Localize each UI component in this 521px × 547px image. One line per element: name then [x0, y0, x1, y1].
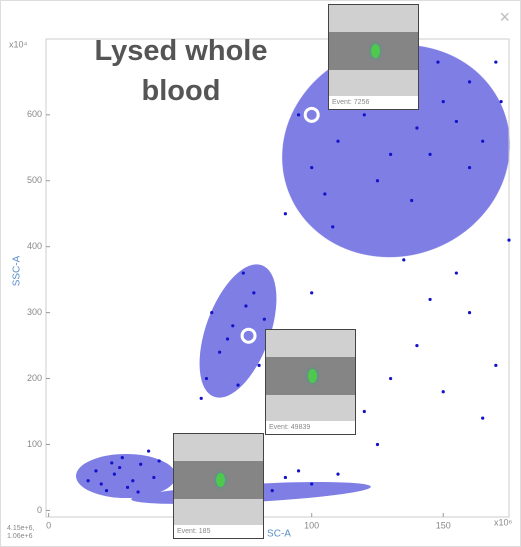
point: [152, 475, 156, 480]
event-image: Event: 49839: [265, 329, 356, 435]
point: [262, 317, 266, 321]
point: [310, 165, 314, 170]
point: [323, 192, 327, 196]
x-tick-label: 0: [46, 520, 51, 530]
point: [225, 337, 230, 341]
close-button[interactable]: ×: [499, 7, 510, 27]
highlight-point: [240, 327, 257, 344]
y-tick-label: 400: [27, 241, 42, 251]
point: [131, 479, 135, 483]
point: [499, 100, 503, 104]
point: [507, 238, 511, 242]
y-tick-label: 0: [37, 505, 42, 515]
point: [118, 465, 122, 470]
point: [441, 390, 445, 394]
event-image: Event: 185: [173, 433, 264, 539]
y-tick-label: 200: [27, 373, 42, 383]
cell: [371, 44, 380, 58]
point: [310, 482, 314, 486]
y-axis-label: SSC-A: [12, 255, 23, 286]
point: [336, 139, 340, 143]
point: [252, 291, 256, 295]
point: [410, 198, 414, 203]
point: [428, 297, 432, 302]
density-blob: [76, 454, 176, 498]
x-tick-label: 150: [436, 520, 451, 530]
point: [362, 409, 366, 414]
point: [415, 126, 419, 130]
point: [375, 179, 380, 183]
point: [402, 258, 406, 262]
chart-title: Lysed whole blood: [94, 35, 268, 107]
point: [296, 113, 301, 117]
point: [210, 311, 214, 315]
point: [494, 60, 498, 64]
event-label: Event: 7256: [329, 96, 418, 109]
point: [441, 100, 445, 104]
point: [146, 449, 151, 453]
point: [157, 459, 161, 463]
point: [99, 482, 103, 486]
point: [110, 461, 114, 465]
point: [481, 416, 485, 420]
highlight-point: [148, 431, 165, 448]
point: [94, 469, 98, 473]
point: [236, 383, 240, 387]
point: [283, 475, 287, 480]
point: [467, 311, 472, 315]
point: [296, 469, 301, 473]
point: [270, 489, 274, 493]
event-label: Event: 185: [174, 525, 263, 538]
point: [467, 80, 472, 84]
point: [389, 152, 393, 156]
point: [331, 225, 335, 229]
point: [436, 60, 440, 64]
point: [389, 376, 393, 381]
plot-frame: [45, 38, 510, 518]
point: [494, 363, 498, 367]
point: [428, 152, 432, 156]
point: [454, 271, 458, 275]
point: [310, 291, 314, 295]
density-blob: [199, 264, 277, 398]
x-axis-label: SC-A: [267, 529, 291, 540]
highlight-point: [303, 106, 320, 123]
y-multiplier: x10⁴: [9, 39, 28, 49]
point: [362, 113, 366, 117]
point: [454, 119, 458, 124]
y-tick-label: 300: [27, 307, 42, 317]
point: [136, 490, 140, 494]
point: [86, 479, 90, 483]
point: [283, 212, 287, 216]
point: [257, 363, 261, 367]
y-tick-label: 500: [27, 175, 42, 185]
point: [415, 343, 419, 348]
point: [199, 396, 203, 400]
point: [120, 456, 124, 460]
readout: 1.06e+6: [7, 533, 33, 540]
y-tick-label: 600: [27, 109, 42, 119]
point: [139, 462, 143, 466]
cell: [216, 473, 225, 487]
point: [104, 489, 109, 493]
point: [204, 376, 209, 381]
y-tick-label: 100: [27, 439, 42, 449]
event-label: Event: 49839: [266, 421, 355, 434]
point: [481, 139, 485, 143]
x-tick-label: 100: [304, 520, 319, 530]
point: [336, 472, 340, 476]
event-image: Event: 7256: [328, 4, 419, 110]
point: [467, 165, 472, 170]
point: [125, 485, 130, 489]
point: [112, 472, 116, 476]
point: [375, 442, 380, 447]
point: [231, 324, 235, 328]
cell: [308, 369, 317, 383]
point: [241, 271, 245, 275]
point: [244, 304, 248, 308]
readout: 4.15e+6,: [7, 525, 34, 532]
x-multiplier: x10⁶: [494, 517, 513, 527]
point: [218, 350, 222, 354]
